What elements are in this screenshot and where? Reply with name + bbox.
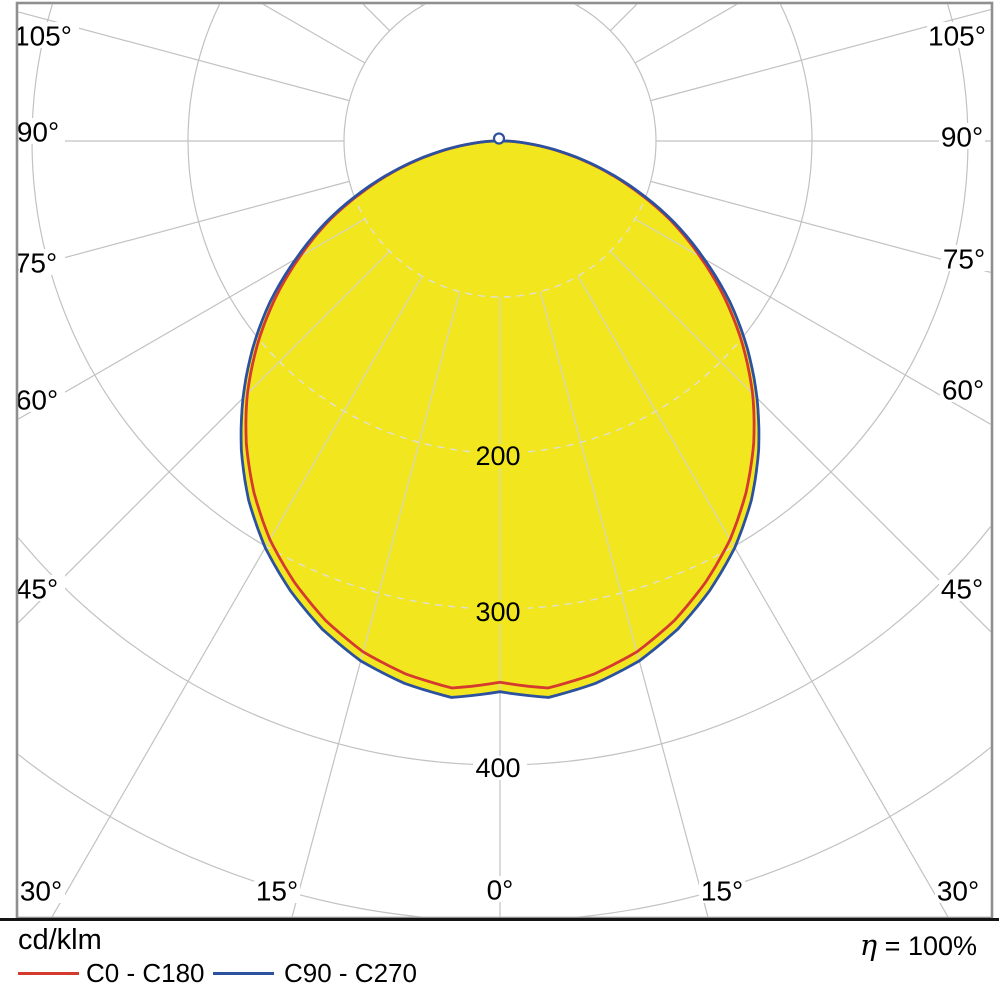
inner-grid-ray: [539, 291, 759, 698]
angle-label: 90°: [17, 117, 59, 148]
angle-label: 15°: [701, 876, 743, 907]
grid-ray: [18, 11, 350, 102]
inner-grid-ray: [241, 275, 423, 698]
ring-label-halo: [473, 600, 527, 624]
grid-ray: [634, 218, 991, 425]
angle-label: 30°: [937, 876, 979, 907]
angle-label: 105°: [14, 21, 72, 52]
ring-label: 400: [475, 753, 520, 783]
legend-line-c0: [18, 972, 79, 975]
angle-label-halo: [939, 123, 985, 149]
ring-label: 300: [475, 597, 520, 627]
angle-label-halo: [935, 877, 981, 903]
grid-ray: [650, 180, 991, 274]
ring-label-halo: [473, 444, 527, 468]
c0-curve: [244, 139, 756, 690]
angle-label-halo: [940, 376, 986, 402]
angle-label-halo: [699, 877, 745, 903]
polar-chart: 200 300 400 105° 90° 75° 60° 45° 30° 15° 0° 15° 30° 4…: [14, 1, 994, 920]
angle-label-halo: [19, 386, 65, 412]
angle-label-halo: [19, 877, 65, 903]
angle-label: 45°: [941, 574, 983, 605]
eta-value: = 100%: [884, 931, 977, 961]
legend-label-c0: C0 - C180: [86, 958, 205, 988]
angle-label: 105°: [928, 21, 986, 52]
angle-label-halo: [484, 876, 516, 902]
polar-chart-svg: 200 300 400 105° 90° 75° 60° 45° 30° 15° 0° 15° 30° 4…: [14, 1, 994, 920]
legend-line-c90: [213, 972, 274, 975]
ring-label-halo: [473, 756, 527, 780]
legend-label-c90: C90 - C270: [284, 958, 417, 988]
angle-label-halo: [927, 22, 987, 48]
inner-grid-ray: [241, 291, 461, 698]
angle-label-halo: [19, 22, 79, 48]
angle-label: 0°: [487, 875, 514, 906]
angle-label-halo: [19, 249, 65, 275]
angle-label: 75°: [943, 244, 985, 275]
origin-marker: [492, 132, 506, 145]
grid-ray: [650, 8, 991, 102]
inner-grid-ray: [577, 275, 759, 698]
separator-line: [0, 918, 999, 921]
c90-curve: [239, 139, 761, 699]
legend-units-label: cd/klm: [18, 924, 102, 956]
angle-label: 30°: [20, 876, 62, 907]
ring-label: 200: [475, 441, 520, 471]
efficiency-label: η = 100%: [860, 928, 977, 962]
angle-label: 45°: [16, 574, 58, 605]
grid-ray: [18, 180, 350, 271]
angle-label: 60°: [16, 385, 58, 416]
angle-label-halo: [19, 118, 65, 144]
angle-label-halo: [254, 877, 300, 903]
angle-label: 60°: [942, 375, 984, 406]
grid-ray: [18, 218, 366, 420]
angle-label: 15°: [256, 876, 298, 907]
angle-label: 90°: [941, 122, 983, 153]
eta-symbol: η: [859, 928, 878, 962]
angle-label-halo: [19, 575, 65, 601]
angle-label-halo: [941, 245, 987, 271]
angle-label-halo: [939, 575, 985, 601]
angle-label: 75°: [15, 248, 57, 279]
